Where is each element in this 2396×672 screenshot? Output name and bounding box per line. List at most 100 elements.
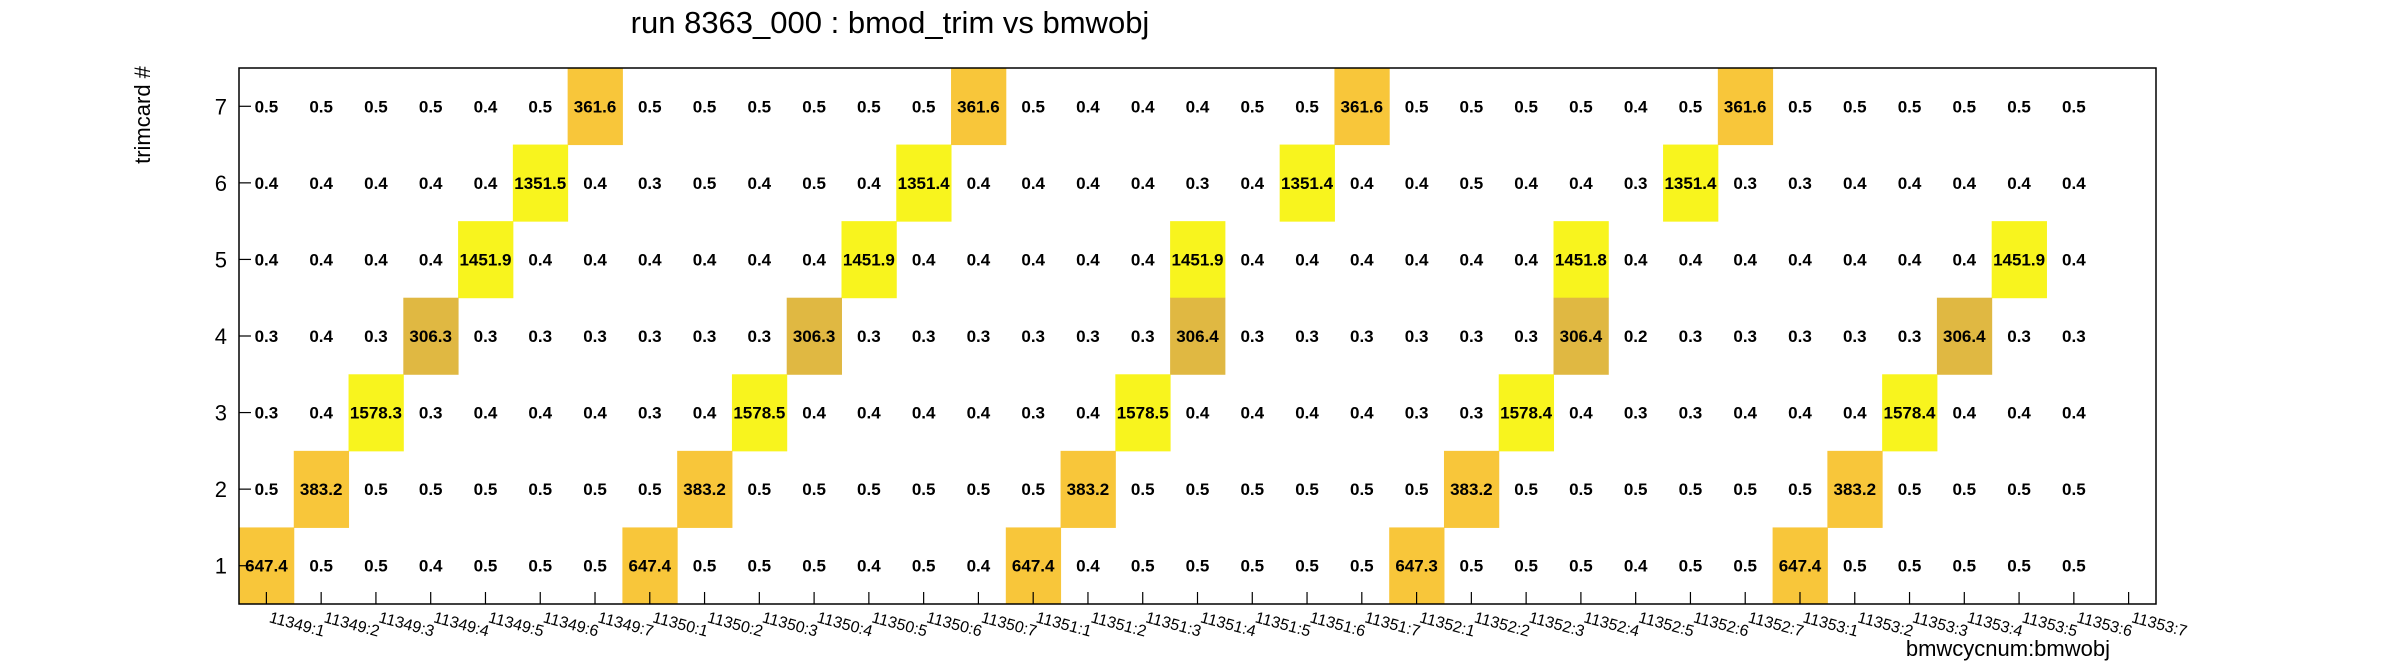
cell-value-label: 0.4 xyxy=(1076,174,1100,193)
cell-value-label: 0.4 xyxy=(1405,174,1429,193)
cell-value-label: 0.5 xyxy=(2007,97,2031,116)
cell-value-label: 0.3 xyxy=(638,174,662,193)
x-tick-label: 11351:5 xyxy=(1253,609,1312,640)
cell-value-label: 0.5 xyxy=(1679,97,1703,116)
y-tick-label: 3 xyxy=(215,401,227,426)
heatmap-cell xyxy=(1991,221,2047,299)
x-tick-label: 11352:7 xyxy=(1746,609,1805,640)
cell-value-label: 0.5 xyxy=(748,557,772,576)
cell-value-label: 0.4 xyxy=(1679,250,1703,269)
cell-value-label: 306.4 xyxy=(1176,327,1219,346)
cell-value-label: 0.4 xyxy=(967,404,991,423)
cell-value-label: 0.5 xyxy=(802,557,826,576)
cell-value-label: 0.4 xyxy=(2062,174,2086,193)
x-tick-label: 11350:4 xyxy=(815,609,874,640)
cell-value-label: 0.5 xyxy=(1240,97,1264,116)
cell-value-label: 0.4 xyxy=(1131,97,1155,116)
x-tick-label: 11351:2 xyxy=(1089,609,1148,640)
cell-value-label: 0.3 xyxy=(364,327,388,346)
cell-value-label: 0.4 xyxy=(1952,404,1976,423)
cell-value-label: 0.5 xyxy=(528,480,552,499)
cell-value-label: 0.3 xyxy=(1733,327,1757,346)
cell-value-label: 0.5 xyxy=(1460,557,1484,576)
cell-value-label: 0.4 xyxy=(2007,174,2031,193)
cell-value-label: 0.4 xyxy=(1952,174,1976,193)
cell-value-label: 0.5 xyxy=(1952,480,1976,499)
cell-value-label: 0.5 xyxy=(309,557,333,576)
cell-value-label: 0.5 xyxy=(2062,97,2086,116)
cell-value-label: 0.4 xyxy=(583,404,607,423)
cell-value-label: 0.5 xyxy=(1952,97,1976,116)
cell-value-label: 0.5 xyxy=(1733,557,1757,576)
cell-value-label: 0.5 xyxy=(857,480,881,499)
heatmap-cell xyxy=(1443,450,1500,528)
cell-value-label: 0.5 xyxy=(364,480,388,499)
cell-value-label: 0.3 xyxy=(1514,327,1538,346)
cell-value-label: 0.4 xyxy=(967,250,991,269)
cell-value-label: 0.4 xyxy=(857,174,881,193)
cell-value-label: 1451.9 xyxy=(1993,250,2045,269)
cell-value-label: 0.4 xyxy=(474,174,498,193)
cell-value-label: 0.4 xyxy=(2007,404,2031,423)
cell-value-label: 0.5 xyxy=(364,557,388,576)
cell-value-label: 0.5 xyxy=(1952,557,1976,576)
cell-value-label: 0.4 xyxy=(693,404,717,423)
heatmap-cell xyxy=(786,297,842,375)
x-tick-label: 11349:7 xyxy=(596,609,655,640)
x-tick-label: 11352:5 xyxy=(1637,609,1696,640)
cell-value-label: 0.5 xyxy=(638,480,662,499)
cell-value-label: 383.2 xyxy=(1067,480,1110,499)
cell-value-label: 0.3 xyxy=(693,327,717,346)
cell-value-label: 0.3 xyxy=(1624,174,1648,193)
cell-value-label: 0.4 xyxy=(1843,404,1867,423)
heatmap-cell xyxy=(512,144,569,222)
cell-value-label: 0.4 xyxy=(1788,250,1812,269)
heatmap-cell xyxy=(567,68,623,146)
cell-value-label: 0.3 xyxy=(1733,174,1757,193)
cell-value-label: 0.5 xyxy=(1186,557,1210,576)
cell-value-label: 0.5 xyxy=(2062,480,2086,499)
heatmap-cell xyxy=(951,68,1007,146)
cell-value-label: 0.3 xyxy=(2062,327,2086,346)
cell-value-label: 0.4 xyxy=(1405,250,1429,269)
cell-value-label: 0.5 xyxy=(1295,557,1319,576)
cell-value-label: 0.5 xyxy=(1350,480,1374,499)
x-tick-label: 11352:2 xyxy=(1472,609,1531,640)
cell-value-label: 0.4 xyxy=(419,174,443,193)
cell-value-label: 0.5 xyxy=(693,97,717,116)
cell-value-label: 306.4 xyxy=(1560,327,1603,346)
cell-value-label: 0.4 xyxy=(1076,404,1100,423)
heatmap-cell xyxy=(841,221,897,299)
cell-value-label: 0.4 xyxy=(1624,97,1648,116)
x-tick-label: 11349:1 xyxy=(267,609,326,640)
heatmap-cell xyxy=(896,144,952,222)
cell-value-label: 0.4 xyxy=(1460,250,1484,269)
cell-value-label: 0.5 xyxy=(638,97,662,116)
cell-value-label: 0.4 xyxy=(528,404,552,423)
x-tick-label: 11352:3 xyxy=(1527,609,1586,640)
x-tick-label: 11350:1 xyxy=(651,609,710,640)
heatmap-cell xyxy=(1663,144,1719,222)
cell-value-label: 0.3 xyxy=(1460,404,1484,423)
cell-value-label: 0.4 xyxy=(1843,250,1867,269)
cell-value-label: 0.5 xyxy=(802,97,826,116)
cell-value-label: 0.3 xyxy=(967,327,991,346)
cell-value-label: 0.5 xyxy=(693,174,717,193)
cell-value-label: 0.5 xyxy=(419,97,443,116)
cell-value-label: 0.3 xyxy=(1788,174,1812,193)
cell-value-label: 0.5 xyxy=(1788,97,1812,116)
cell-value-label: 0.3 xyxy=(857,327,881,346)
cell-value-label: 0.5 xyxy=(474,480,498,499)
cell-value-label: 0.3 xyxy=(1460,327,1484,346)
cell-value-label: 0.3 xyxy=(1788,327,1812,346)
x-tick-label: 11350:2 xyxy=(706,609,765,640)
cell-value-label: 0.5 xyxy=(1021,480,1045,499)
cell-value-label: 1451.8 xyxy=(1555,250,1607,269)
cell-value-label: 647.4 xyxy=(1012,557,1055,576)
cell-value-label: 383.2 xyxy=(1450,480,1493,499)
y-tick-label: 5 xyxy=(215,247,227,272)
cell-value-label: 0.3 xyxy=(528,327,552,346)
cell-value-label: 0.4 xyxy=(1076,557,1100,576)
cell-value-label: 0.4 xyxy=(474,404,498,423)
